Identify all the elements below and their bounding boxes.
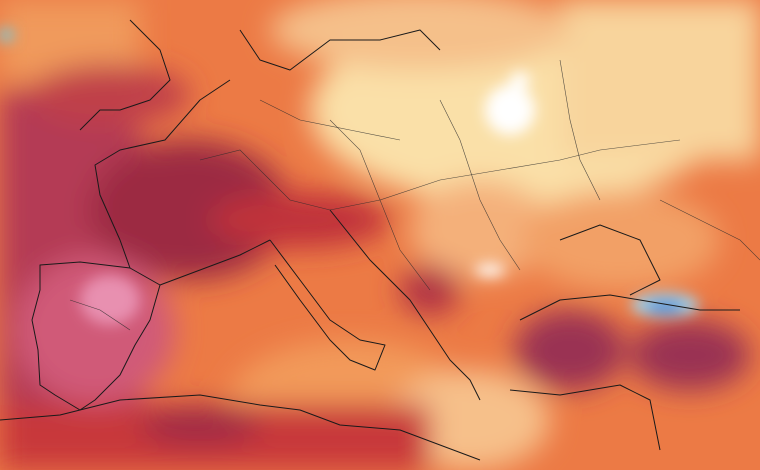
coastline xyxy=(94,79,231,269)
coastlines xyxy=(0,19,740,461)
heat-patch xyxy=(80,275,140,325)
heat-patch xyxy=(90,140,290,280)
coastline xyxy=(509,384,661,451)
borders xyxy=(69,59,760,331)
heat-patch xyxy=(560,0,760,160)
border xyxy=(259,99,401,141)
heat-patch xyxy=(30,65,190,125)
border xyxy=(329,119,431,291)
border xyxy=(559,59,601,201)
cold-patch xyxy=(0,29,14,41)
coastline xyxy=(79,19,171,131)
heat-patch xyxy=(475,264,505,276)
heat-patch xyxy=(15,255,175,405)
heat-patch xyxy=(210,192,390,248)
border xyxy=(439,99,521,271)
coastline xyxy=(0,394,481,461)
border xyxy=(659,199,760,261)
heat-patch xyxy=(485,85,535,135)
coastline xyxy=(559,224,661,296)
heat-patch xyxy=(510,72,530,88)
border xyxy=(69,299,131,331)
heat-patch xyxy=(410,180,550,280)
heat-patch xyxy=(140,405,260,445)
coastline xyxy=(159,239,271,286)
heat-detail xyxy=(0,29,699,325)
cold-patch xyxy=(645,301,685,313)
heat-patch xyxy=(270,0,570,70)
coastline xyxy=(239,29,441,71)
coastline xyxy=(31,261,161,411)
coastline xyxy=(269,239,386,371)
coastline xyxy=(329,209,481,401)
coastline xyxy=(519,294,740,321)
heat-patch xyxy=(630,320,750,390)
heat-patch xyxy=(515,310,625,390)
heat-patch xyxy=(520,190,720,290)
